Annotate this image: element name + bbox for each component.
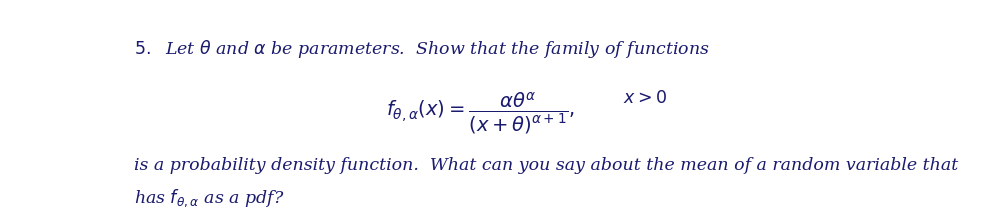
Text: $5.$  Let $\theta$ and $\alpha$ be parameters.  Show that the family of function: $5.$ Let $\theta$ and $\alpha$ be parame…	[134, 38, 710, 60]
Text: $f_{\theta,\alpha}(x) = \dfrac{\alpha\theta^{\alpha}}{(x+\theta)^{\alpha+1}},$: $f_{\theta,\alpha}(x) = \dfrac{\alpha\th…	[386, 90, 574, 136]
Text: $x > 0$: $x > 0$	[623, 90, 667, 107]
Text: has $f_{\theta,\alpha}$ as a pdf?: has $f_{\theta,\alpha}$ as a pdf?	[134, 187, 284, 209]
Text: is a probability density function.  What can you say about the mean of a random : is a probability density function. What …	[134, 157, 958, 174]
